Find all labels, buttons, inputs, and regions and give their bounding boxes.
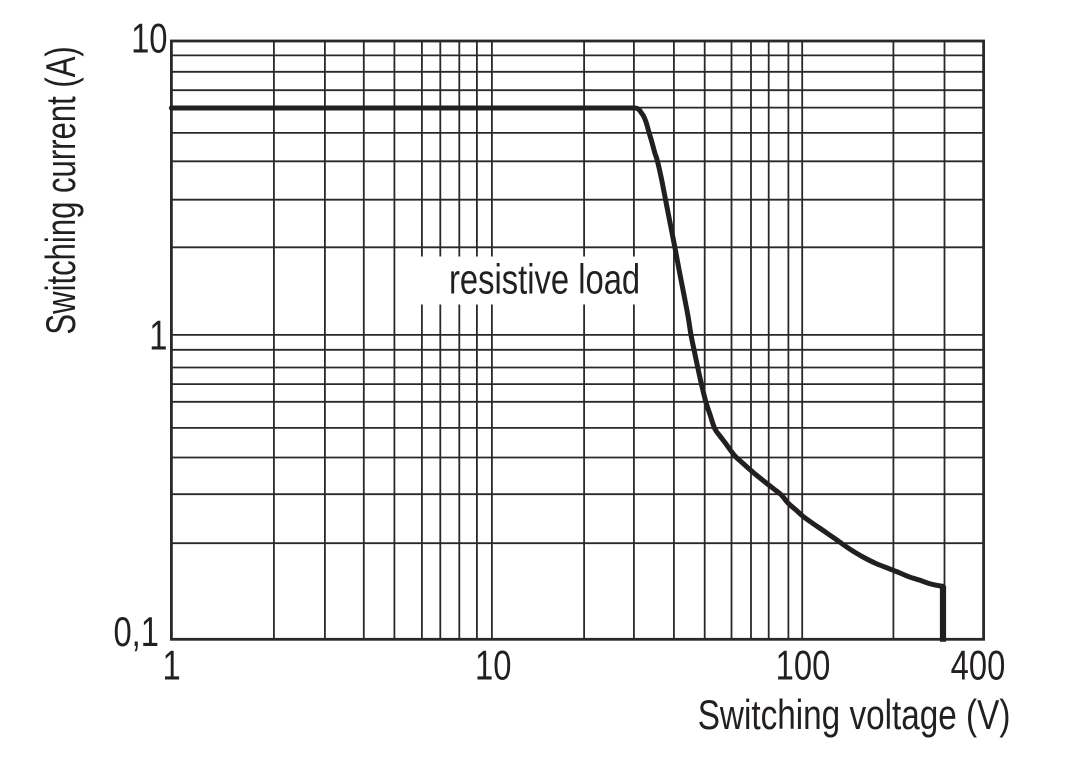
svg-text:Switching voltage (V): Switching voltage (V) [698, 692, 1011, 739]
svg-text:100: 100 [776, 641, 831, 688]
svg-text:10: 10 [475, 641, 511, 688]
svg-text:1: 1 [162, 641, 180, 688]
svg-text:resistive load: resistive load [449, 255, 640, 302]
svg-text:400: 400 [951, 641, 1006, 688]
svg-text:0,1: 0,1 [113, 608, 159, 655]
svg-text:10: 10 [131, 15, 167, 62]
svg-text:Switching current (A): Switching current (A) [37, 46, 84, 334]
svg-text:1: 1 [149, 311, 167, 358]
